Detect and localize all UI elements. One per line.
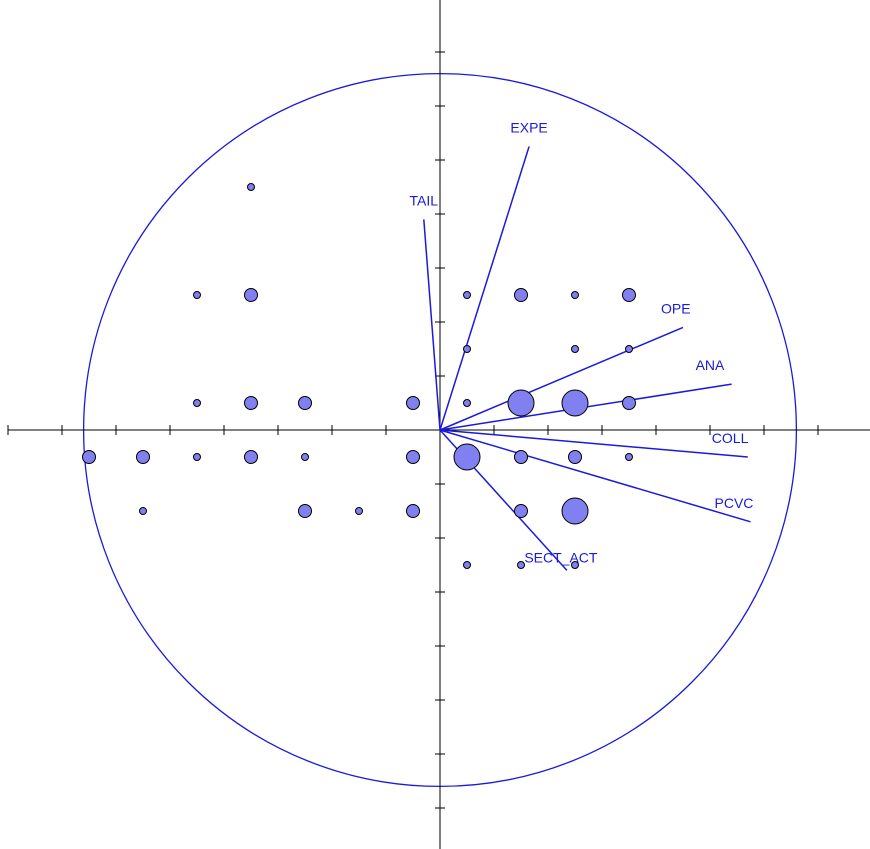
data-point (453, 443, 481, 471)
data-point (463, 345, 471, 353)
data-point (514, 450, 528, 464)
data-point (568, 450, 582, 464)
vector-tail (423, 219, 441, 431)
vector-pcvc (439, 429, 751, 523)
data-point (193, 453, 201, 461)
data-point (406, 504, 420, 518)
data-point (571, 291, 579, 299)
data-point (625, 453, 633, 461)
data-point (193, 399, 201, 407)
data-point (244, 288, 258, 302)
vector-label-ana: ANA (696, 357, 725, 373)
data-point (622, 288, 636, 302)
data-point (406, 396, 420, 410)
data-point (139, 507, 147, 515)
data-point (244, 396, 258, 410)
vector-label-sect-act: SECT_ACT (524, 549, 598, 565)
data-point (298, 504, 312, 518)
vector-label-pcvc: PCVC (715, 495, 754, 511)
vector-label-ope: OPE (661, 300, 691, 316)
data-points-layer (82, 183, 636, 569)
vector-expe (439, 146, 530, 431)
data-point (571, 561, 579, 569)
data-point (514, 504, 528, 518)
data-point (561, 389, 589, 417)
data-point (247, 183, 255, 191)
data-point (82, 450, 96, 464)
data-point (463, 291, 471, 299)
data-point (571, 345, 579, 353)
vector-label-tail: TAIL (410, 192, 439, 208)
data-point (561, 497, 589, 525)
data-point (463, 399, 471, 407)
data-point (406, 450, 420, 464)
data-point (355, 507, 363, 515)
vector-label-expe: EXPE (510, 120, 547, 136)
data-point (517, 561, 525, 569)
data-point (136, 450, 150, 464)
data-point (244, 450, 258, 464)
data-point (301, 453, 309, 461)
data-point (622, 396, 636, 410)
vector-label-coll: COLL (712, 430, 749, 446)
vector-coll (439, 429, 748, 458)
data-point (507, 389, 535, 417)
data-point (298, 396, 312, 410)
data-point (193, 291, 201, 299)
data-point (514, 288, 528, 302)
data-point (463, 561, 471, 569)
data-point (625, 345, 633, 353)
vector-ope (439, 326, 684, 431)
